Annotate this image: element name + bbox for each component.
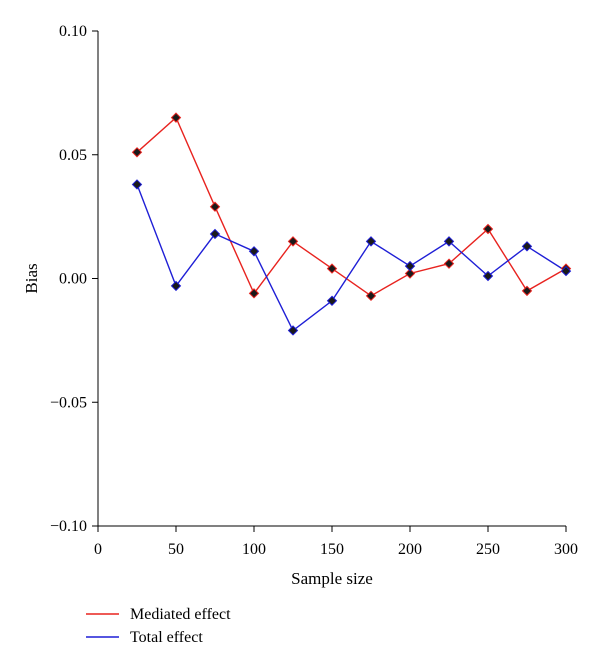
- data-point: [560, 265, 572, 277]
- data-point: [248, 246, 260, 257]
- y-tick-label: 0.00: [59, 271, 87, 288]
- data-point: [521, 285, 533, 297]
- series-mediated-effect: [136, 116, 567, 297]
- data-point: [326, 263, 338, 274]
- x-tick-label: 250: [476, 541, 500, 558]
- data-point: [131, 147, 143, 158]
- series-line: [136, 116, 567, 297]
- y-tick-label: −0.10: [50, 518, 87, 535]
- data-point: [131, 179, 143, 190]
- data-point: [365, 290, 377, 302]
- data-point: [209, 201, 221, 212]
- data-point: [170, 280, 182, 292]
- data-point: [287, 325, 299, 336]
- legend-label: Total effect: [130, 629, 203, 646]
- data-point: [443, 236, 455, 247]
- y-tick-label: 0.10: [59, 23, 87, 40]
- legend-label: Mediated effect: [130, 606, 231, 623]
- data-point: [326, 295, 338, 306]
- legend: Mediated effect Total effect: [86, 606, 231, 646]
- x-tick-label: 100: [242, 541, 266, 558]
- data-point: [287, 236, 299, 247]
- x-ticks: 0 50 100 150 200 250 300: [94, 526, 578, 558]
- data-point: [521, 241, 533, 252]
- data-point: [248, 288, 260, 299]
- markers-total-effect: [131, 179, 572, 336]
- y-tick-label: −0.05: [50, 394, 87, 411]
- x-tick-label: 300: [554, 541, 578, 558]
- x-axis-title: Sample size: [291, 569, 373, 588]
- data-point: [209, 228, 221, 240]
- data-point: [482, 223, 494, 235]
- axes: [97, 31, 566, 527]
- data-point: [365, 236, 377, 247]
- data-point: [404, 260, 416, 272]
- series-layer: [131, 112, 572, 336]
- x-tick-label: 150: [320, 541, 344, 558]
- data-point: [482, 270, 494, 282]
- x-tick-label: 0: [94, 541, 102, 558]
- y-ticks: 0.10 0.05 0.00 −0.05 −0.10: [50, 23, 98, 535]
- data-point: [404, 268, 416, 279]
- y-axis-title: Bias: [22, 263, 41, 293]
- series-total-effect: [136, 184, 567, 332]
- x-tick-label: 50: [168, 541, 184, 558]
- data-point: [443, 258, 455, 269]
- data-point: [170, 112, 182, 123]
- y-tick-label: 0.05: [59, 147, 87, 164]
- series-line: [136, 184, 567, 332]
- x-tick-label: 200: [398, 541, 422, 558]
